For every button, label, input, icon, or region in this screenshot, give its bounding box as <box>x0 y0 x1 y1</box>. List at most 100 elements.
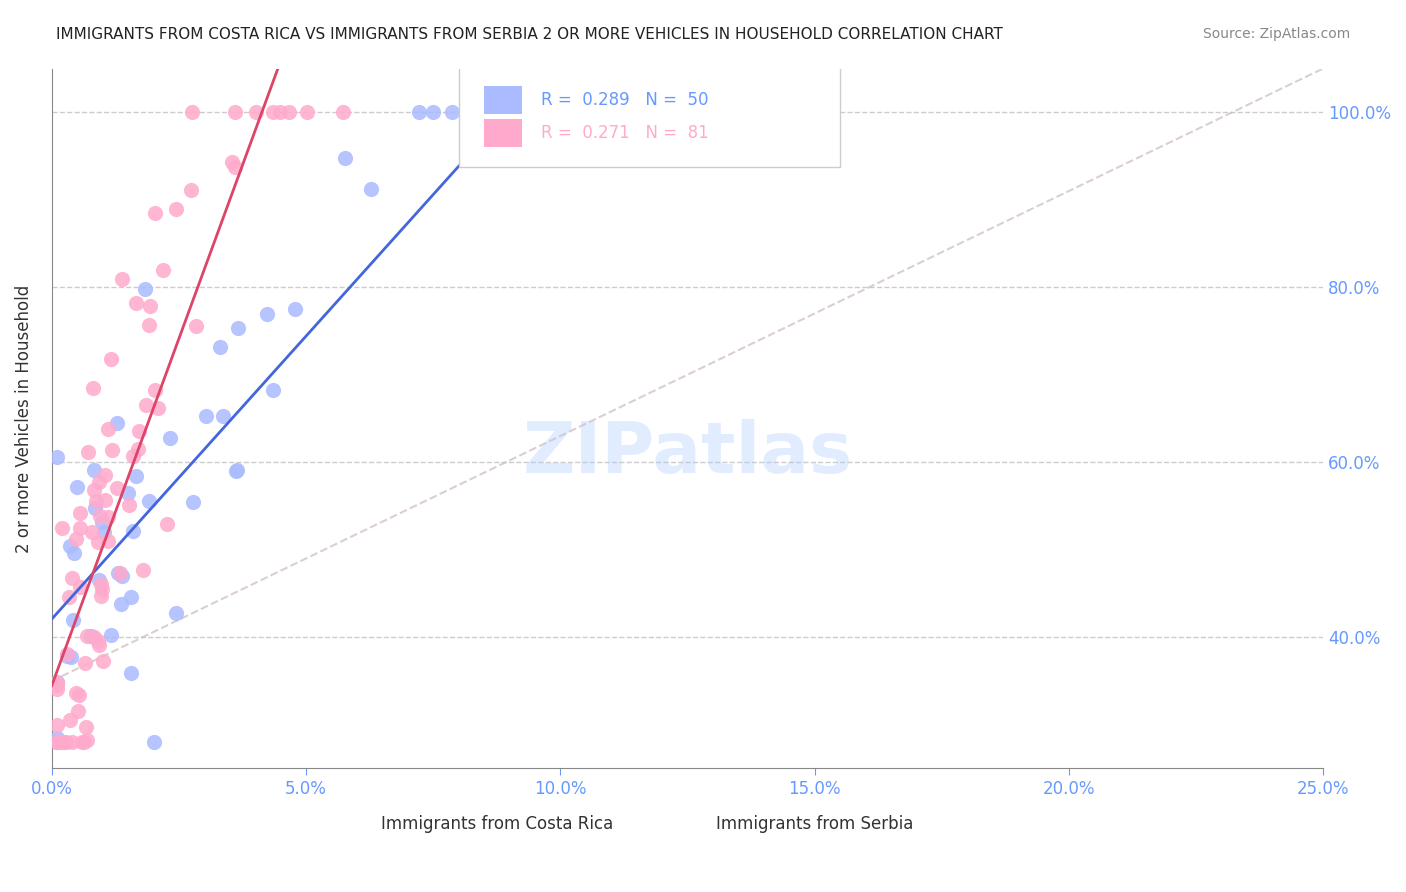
Point <box>717 105 740 120</box>
Point <box>128 425 150 439</box>
Point <box>120 590 142 604</box>
Point <box>422 105 444 120</box>
Point <box>83 630 105 644</box>
Point <box>262 384 284 398</box>
Point <box>87 573 110 587</box>
Point <box>84 494 107 508</box>
Point <box>256 307 278 321</box>
Point <box>46 678 69 692</box>
Point <box>224 160 246 174</box>
Point <box>278 105 301 120</box>
Point <box>226 321 249 335</box>
Point <box>143 206 166 220</box>
Point <box>60 571 83 585</box>
Point <box>58 590 80 604</box>
Point <box>84 500 107 515</box>
Point <box>184 318 207 333</box>
Text: IMMIGRANTS FROM COSTA RICA VS IMMIGRANTS FROM SERBIA 2 OR MORE VEHICLES IN HOUSE: IMMIGRANTS FROM COSTA RICA VS IMMIGRANTS… <box>56 27 1002 42</box>
Point <box>194 409 217 423</box>
Point <box>107 566 129 580</box>
Point <box>46 718 69 732</box>
Point <box>87 633 110 648</box>
Point <box>91 654 114 668</box>
Point <box>94 493 117 508</box>
Point <box>100 351 122 366</box>
Point <box>181 495 204 509</box>
Point <box>82 381 104 395</box>
Point <box>165 202 187 216</box>
Point <box>89 577 111 591</box>
Point <box>45 676 67 690</box>
Point <box>45 731 67 745</box>
Text: Immigrants from Costa Rica: Immigrants from Costa Rica <box>381 815 613 833</box>
Point <box>46 735 69 749</box>
Point <box>76 732 98 747</box>
Point <box>56 647 79 661</box>
FancyBboxPatch shape <box>484 119 522 147</box>
Text: Immigrants from Serbia: Immigrants from Serbia <box>716 815 914 833</box>
Point <box>134 282 156 296</box>
Point <box>284 301 307 316</box>
Point <box>55 735 77 749</box>
Point <box>269 105 291 120</box>
Point <box>73 735 96 749</box>
Point <box>121 524 143 539</box>
FancyBboxPatch shape <box>688 814 720 835</box>
Text: ZIPatlas: ZIPatlas <box>523 419 852 488</box>
FancyBboxPatch shape <box>484 86 522 114</box>
Point <box>76 629 98 643</box>
Point <box>138 493 160 508</box>
Point <box>143 383 166 397</box>
Point <box>212 409 235 423</box>
Point <box>100 628 122 642</box>
Point <box>83 483 105 497</box>
Point <box>45 735 67 749</box>
Point <box>297 105 319 120</box>
Point <box>70 735 93 749</box>
Point <box>73 656 96 670</box>
Point <box>97 509 120 524</box>
Point <box>105 482 128 496</box>
FancyBboxPatch shape <box>370 814 401 835</box>
Point <box>181 105 204 120</box>
Point <box>208 340 231 354</box>
Point <box>87 475 110 490</box>
Point <box>65 686 87 700</box>
Point <box>48 735 70 749</box>
Point <box>159 431 181 445</box>
Point <box>45 450 67 465</box>
Point <box>91 582 114 596</box>
Point <box>77 444 100 458</box>
Point <box>122 450 145 464</box>
Point <box>221 155 243 169</box>
Point <box>110 597 132 611</box>
Point <box>69 507 91 521</box>
Point <box>332 105 354 120</box>
Point <box>67 688 90 702</box>
Point <box>69 580 91 594</box>
Point <box>69 520 91 534</box>
Point <box>93 468 115 483</box>
Point <box>440 105 463 120</box>
Point <box>458 105 481 120</box>
Point <box>156 516 179 531</box>
Point <box>117 498 139 512</box>
Point <box>56 649 79 664</box>
Point <box>101 443 124 458</box>
Point <box>83 463 105 477</box>
Point <box>97 534 120 549</box>
Point <box>245 105 267 120</box>
Point <box>142 735 165 749</box>
Point <box>60 735 83 749</box>
Point <box>65 532 87 546</box>
Point <box>125 469 148 483</box>
Point <box>76 719 98 733</box>
Point <box>79 629 101 643</box>
Point <box>226 463 249 477</box>
Point <box>135 398 157 412</box>
Point <box>93 524 115 539</box>
Point <box>110 566 132 581</box>
Point <box>127 442 149 456</box>
Point <box>360 182 382 196</box>
Point <box>138 318 160 332</box>
